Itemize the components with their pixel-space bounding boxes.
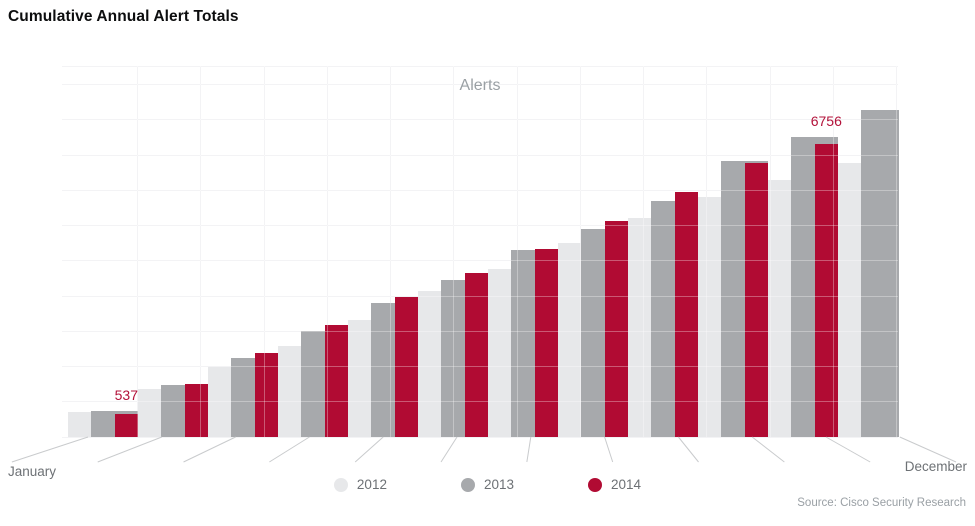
- legend-dot-2014-icon: [588, 477, 603, 492]
- vertical-gridline: [200, 66, 202, 437]
- legend-label-2013: 2013: [483, 477, 515, 492]
- horizontal-gridline: [62, 225, 898, 227]
- data-label-6756: 6756: [810, 112, 842, 129]
- vertical-gridline-overlay: [706, 66, 708, 437]
- leader-line: [354, 436, 384, 463]
- bar-2014-august: [604, 221, 628, 437]
- vertical-gridline: [137, 66, 138, 437]
- source-credit: Source: Cisco Security Research: [797, 497, 966, 509]
- bar-2013-december: [861, 109, 899, 437]
- leader-line: [526, 436, 532, 463]
- horizontal-gridline-overlay: [62, 119, 898, 121]
- bar-2014-october: [744, 162, 768, 437]
- bar-2014-january: [114, 413, 138, 437]
- leader-line: [899, 436, 957, 463]
- page-title: Cumulative Annual Alert Totals: [8, 8, 239, 25]
- data-label-537: 537: [114, 386, 138, 403]
- vertical-gridline-overlay: [832, 66, 834, 437]
- horizontal-gridline-overlay: [62, 295, 898, 297]
- leader-line: [825, 436, 871, 463]
- horizontal-gridline: [62, 436, 898, 438]
- horizontal-gridline-overlay: [62, 330, 898, 332]
- leader-line: [183, 436, 236, 463]
- leader-line: [604, 436, 614, 463]
- legend-dot-2012-icon: [333, 477, 348, 492]
- horizontal-gridline: [62, 260, 898, 262]
- bar-series: [68, 109, 899, 437]
- horizontal-gridline-overlay: [62, 225, 898, 227]
- bar-2014-november: [814, 144, 838, 437]
- vertical-gridline-overlay: [896, 66, 897, 437]
- horizontal-gridline: [62, 119, 898, 121]
- bar-2014-july: [534, 248, 558, 437]
- vertical-gridline-overlay: [579, 66, 581, 437]
- bar-2014-april: [324, 324, 348, 437]
- horizontal-gridline: [62, 154, 898, 156]
- vertical-gridline: [263, 66, 265, 437]
- horizontal-gridline-overlay: [62, 189, 898, 191]
- leader-line: [751, 436, 785, 463]
- leader-line: [11, 436, 89, 463]
- vertical-gridline-overlay: [137, 66, 138, 437]
- bar-2014-june: [464, 273, 488, 437]
- legend-label-2014: 2014: [611, 477, 642, 492]
- horizontal-gridline-overlay: [62, 260, 898, 262]
- vertical-gridline-overlay: [643, 66, 644, 437]
- bar-2014-february: [184, 384, 208, 437]
- legend-label-2012: 2012: [356, 477, 387, 492]
- vertical-gridline-overlay: [326, 66, 328, 437]
- horizontal-gridline-overlay: [62, 84, 898, 85]
- bar-2014-may: [394, 296, 418, 437]
- legend-dot-2013-icon: [460, 477, 475, 492]
- legend-item-2013: 2013: [460, 477, 515, 492]
- vertical-gridline-overlay: [390, 66, 391, 437]
- leader-line: [269, 436, 310, 463]
- vertical-gridline: [453, 66, 455, 437]
- horizontal-gridline-overlay: [62, 436, 898, 438]
- horizontal-gridline: [62, 84, 898, 85]
- bar-2014-september: [674, 191, 698, 437]
- horizontal-gridline-overlay: [62, 154, 898, 156]
- vertical-gridline-overlay: [263, 66, 265, 437]
- vertical-gridline-overlay: [769, 66, 771, 437]
- horizontal-gridline-overlay: [62, 66, 898, 67]
- vertical-gridline-overlay: [200, 66, 202, 437]
- leader-line: [440, 436, 458, 463]
- leader-line: [678, 436, 699, 463]
- legend-item-2012: 2012: [333, 477, 387, 492]
- horizontal-gridline-overlay: [62, 401, 898, 403]
- leader-line: [97, 436, 162, 463]
- vertical-gridline-overlay: [453, 66, 455, 437]
- legend: 2012 2013 2014: [0, 477, 975, 492]
- vertical-gridline: [390, 66, 391, 437]
- chart-title: Alerts: [459, 77, 501, 94]
- x-axis-label-december: December: [904, 459, 967, 474]
- bar-2014-march: [254, 353, 278, 437]
- horizontal-gridline: [62, 66, 898, 67]
- horizontal-gridline-overlay: [62, 366, 898, 368]
- vertical-gridline: [326, 66, 328, 437]
- x-axis-label-january: January: [8, 464, 57, 479]
- legend-item-2014: 2014: [588, 477, 641, 492]
- vertical-gridline-overlay: [516, 66, 518, 437]
- horizontal-gridline: [62, 189, 898, 191]
